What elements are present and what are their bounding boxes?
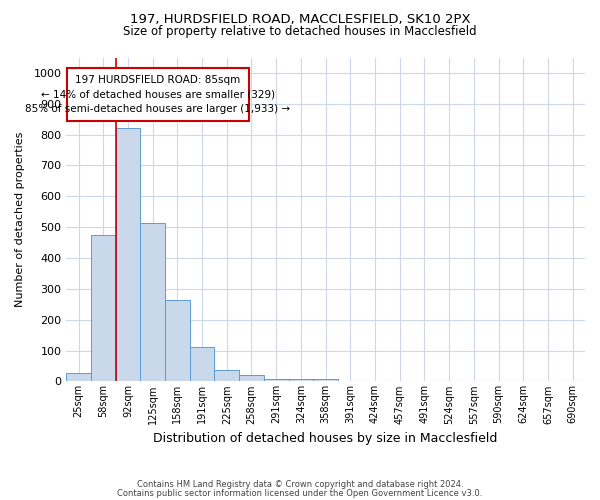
Bar [239,375,264,382]
Bar [289,379,313,382]
Text: Contains public sector information licensed under the Open Government Licence v3: Contains public sector information licen… [118,489,482,498]
Bar [190,348,214,382]
Text: 85% of semi-detached houses are larger (1,933) →: 85% of semi-detached houses are larger (… [25,104,290,114]
X-axis label: Distribution of detached houses by size in Macclesfield: Distribution of detached houses by size … [154,432,498,445]
Bar [91,235,116,382]
Text: Contains HM Land Registry data © Crown copyright and database right 2024.: Contains HM Land Registry data © Crown c… [137,480,463,489]
Text: Size of property relative to detached houses in Macclesfield: Size of property relative to detached ho… [123,25,477,38]
Text: 197 HURDSFIELD ROAD: 85sqm: 197 HURDSFIELD ROAD: 85sqm [75,75,241,85]
Bar [116,128,140,382]
Bar [140,222,165,382]
Bar [165,300,190,382]
Bar [67,68,249,120]
Bar [264,378,289,382]
Bar [66,373,91,382]
Y-axis label: Number of detached properties: Number of detached properties [15,132,25,307]
Bar [214,370,239,382]
Text: ← 14% of detached houses are smaller (329): ← 14% of detached houses are smaller (32… [41,90,275,100]
Text: 197, HURDSFIELD ROAD, MACCLESFIELD, SK10 2PX: 197, HURDSFIELD ROAD, MACCLESFIELD, SK10… [130,12,470,26]
Bar [313,379,338,382]
